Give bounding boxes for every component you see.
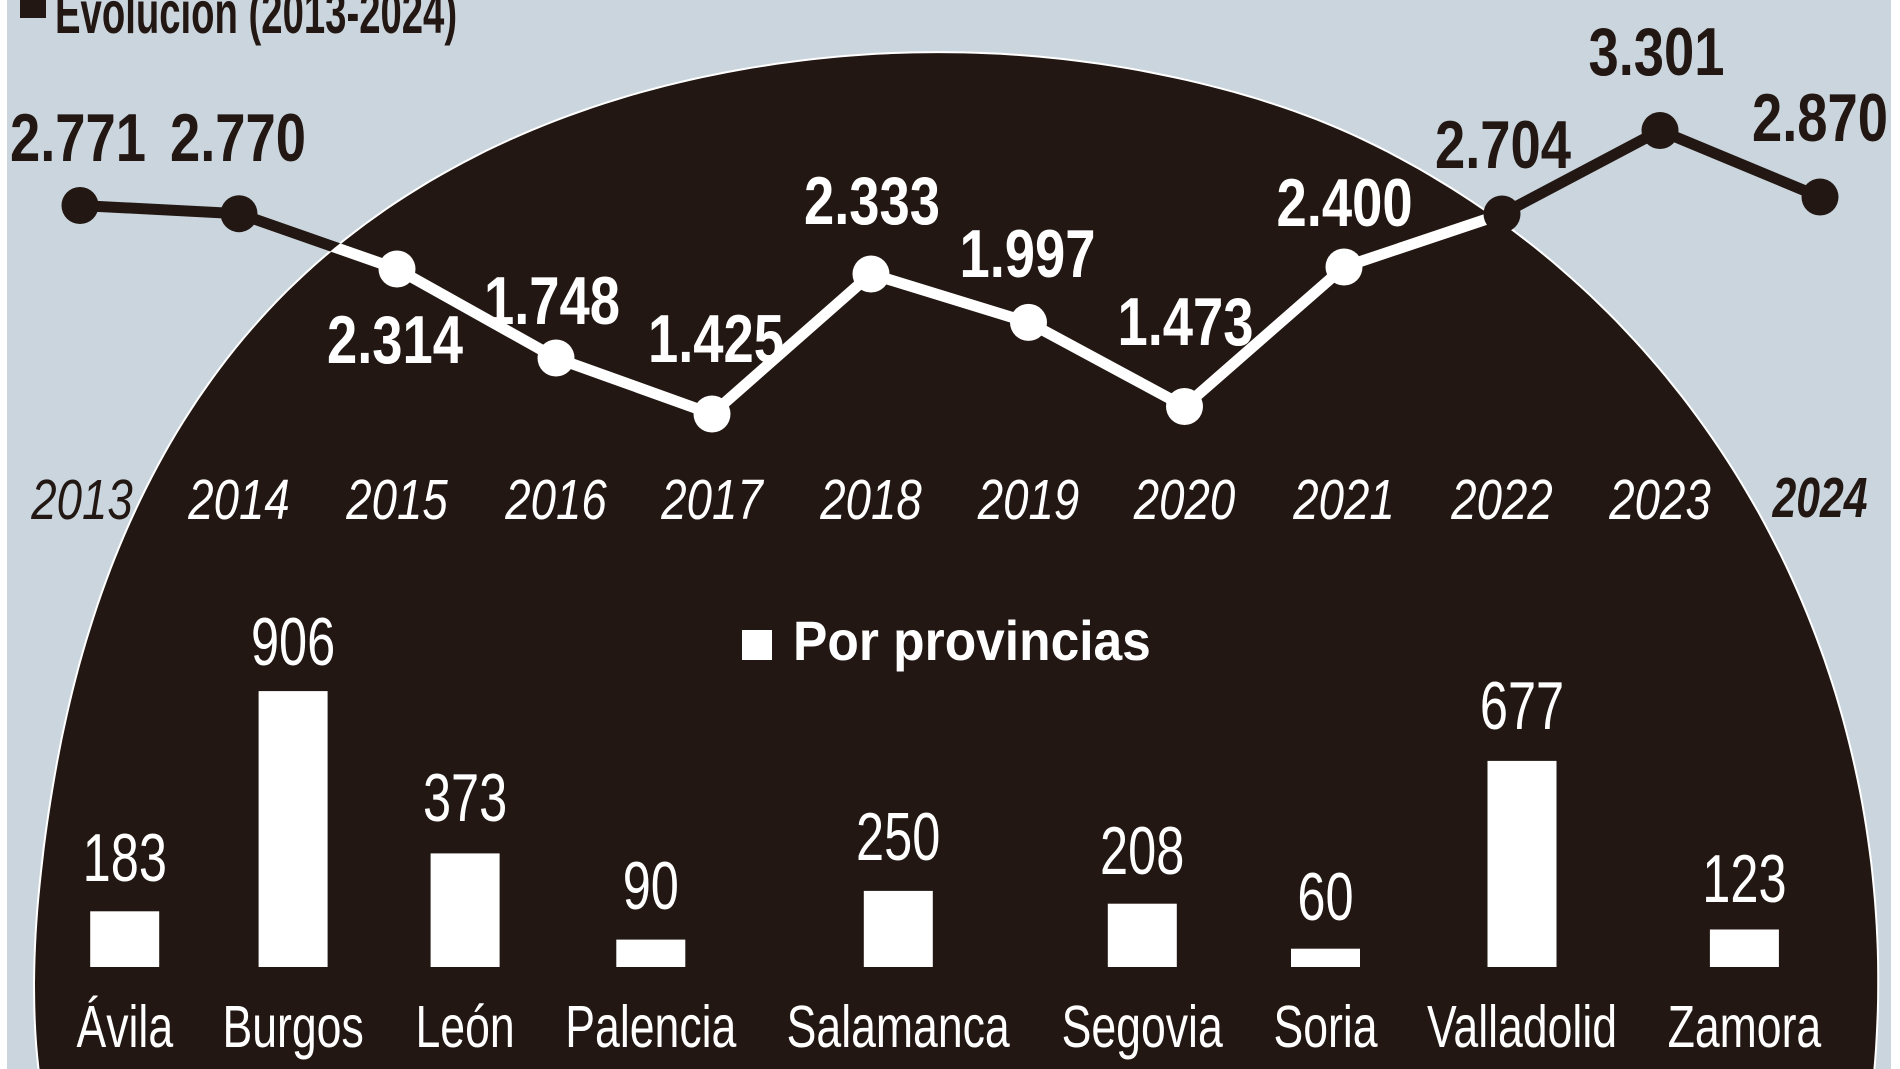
svg-text:1.473: 1.473 — [1117, 284, 1253, 360]
svg-text:2.770: 2.770 — [170, 100, 306, 176]
svg-text:60: 60 — [1297, 859, 1353, 935]
svg-text:Salamanca: Salamanca — [787, 995, 1011, 1060]
svg-text:1.748: 1.748 — [484, 263, 620, 339]
svg-text:2024: 2024 — [1772, 465, 1868, 529]
svg-text:Ávila: Ávila — [76, 995, 173, 1060]
svg-text:2019: 2019 — [977, 467, 1079, 531]
svg-text:Soria: Soria — [1273, 995, 1378, 1060]
svg-text:123: 123 — [1702, 841, 1786, 917]
svg-text:1.425: 1.425 — [648, 301, 784, 377]
svg-text:2013: 2013 — [30, 467, 133, 531]
svg-text:2021: 2021 — [1292, 467, 1394, 531]
svg-text:677: 677 — [1480, 668, 1564, 744]
svg-text:906: 906 — [251, 604, 335, 680]
svg-text:2016: 2016 — [504, 467, 607, 531]
svg-text:Por provincias: Por provincias — [793, 610, 1151, 672]
svg-text:250: 250 — [856, 799, 940, 875]
svg-text:373: 373 — [423, 760, 507, 836]
svg-text:183: 183 — [83, 820, 167, 896]
svg-text:2.704: 2.704 — [1435, 107, 1571, 183]
svg-text:90: 90 — [623, 848, 679, 924]
svg-text:208: 208 — [1100, 813, 1184, 889]
svg-text:2023: 2023 — [1608, 467, 1711, 531]
svg-text:Valladolid: Valladolid — [1427, 995, 1617, 1060]
svg-text:3.301: 3.301 — [1588, 14, 1724, 90]
svg-text:2.400: 2.400 — [1277, 165, 1413, 241]
svg-text:Segovia: Segovia — [1062, 995, 1224, 1060]
svg-text:2.771: 2.771 — [10, 100, 146, 176]
svg-text:Burgos: Burgos — [222, 995, 363, 1060]
svg-text:2.870: 2.870 — [1752, 80, 1888, 156]
svg-text:2.333: 2.333 — [804, 163, 940, 239]
svg-text:1.997: 1.997 — [959, 216, 1095, 292]
svg-text:2.314: 2.314 — [327, 302, 463, 378]
svg-text:2022: 2022 — [1450, 467, 1552, 531]
svg-text:Palencia: Palencia — [565, 995, 737, 1060]
svg-text:2020: 2020 — [1133, 467, 1236, 531]
svg-text:Evolución (2013-2024): Evolución (2013-2024) — [55, 0, 457, 46]
svg-text:2017: 2017 — [660, 467, 764, 531]
svg-text:León: León — [416, 995, 515, 1060]
svg-text:Zamora: Zamora — [1668, 995, 1822, 1060]
svg-text:2018: 2018 — [819, 467, 922, 531]
svg-text:2015: 2015 — [345, 467, 448, 531]
svg-text:2014: 2014 — [187, 467, 289, 531]
